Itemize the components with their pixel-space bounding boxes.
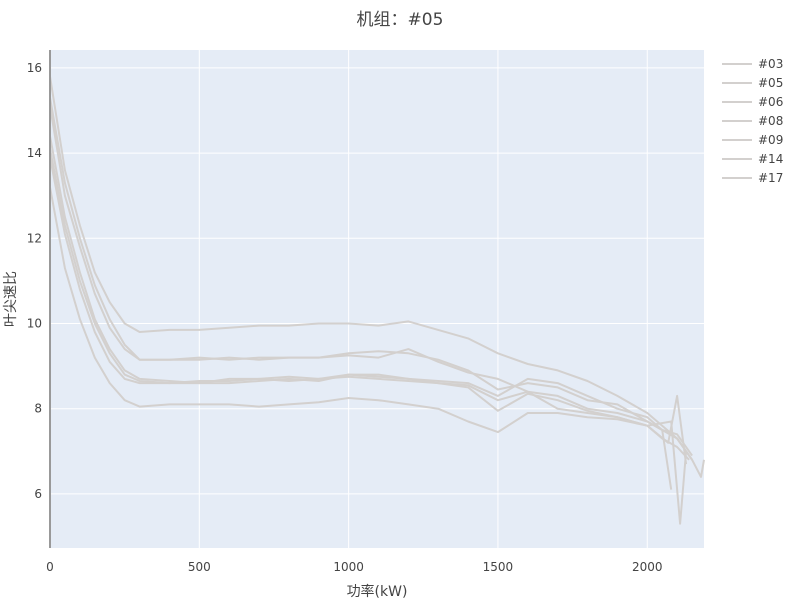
legend-item-label[interactable]: #08 bbox=[758, 114, 783, 128]
series-line-08 bbox=[49, 135, 705, 478]
legend-item-label[interactable]: #03 bbox=[758, 57, 783, 71]
series-line-14 bbox=[49, 157, 688, 465]
tick-labels: 0 500 1000 1500 2000 6 8 10 12 14 16 bbox=[27, 61, 663, 574]
series-line-05 bbox=[49, 97, 693, 457]
y-tick-label: 6 bbox=[34, 487, 42, 501]
y-axis-label: 叶尖速比 bbox=[3, 271, 19, 327]
x-tick-label: 1000 bbox=[333, 560, 364, 574]
series-line-06 bbox=[49, 106, 673, 490]
series-lines bbox=[49, 76, 705, 525]
legend-item-label[interactable]: #05 bbox=[758, 76, 783, 90]
legend-item-label[interactable]: #06 bbox=[758, 95, 783, 109]
legend-item-label[interactable]: #14 bbox=[758, 152, 783, 166]
x-tick-label: 2000 bbox=[632, 560, 663, 574]
legend: #03 #05 #06 #08 #09 #14 #17 bbox=[722, 57, 783, 185]
legend-item-label[interactable]: #09 bbox=[758, 133, 783, 147]
x-axis-label: 功率(kW) bbox=[347, 583, 408, 600]
y-tick-label: 12 bbox=[27, 231, 42, 245]
plot-area bbox=[50, 50, 704, 548]
y-tick-label: 16 bbox=[27, 61, 42, 75]
series-line-03 bbox=[49, 76, 693, 461]
series-line-17 bbox=[49, 187, 690, 461]
x-tick-label: 1500 bbox=[483, 560, 514, 574]
gridlines bbox=[50, 50, 704, 548]
chart-title: 机组：#05 bbox=[357, 10, 444, 30]
x-tick-label: 500 bbox=[188, 560, 211, 574]
legend-item-label[interactable]: #17 bbox=[758, 171, 783, 185]
x-tick-label: 0 bbox=[46, 560, 54, 574]
y-tick-label: 10 bbox=[27, 316, 42, 330]
y-tick-label: 14 bbox=[27, 146, 42, 160]
y-tick-label: 8 bbox=[34, 402, 42, 416]
